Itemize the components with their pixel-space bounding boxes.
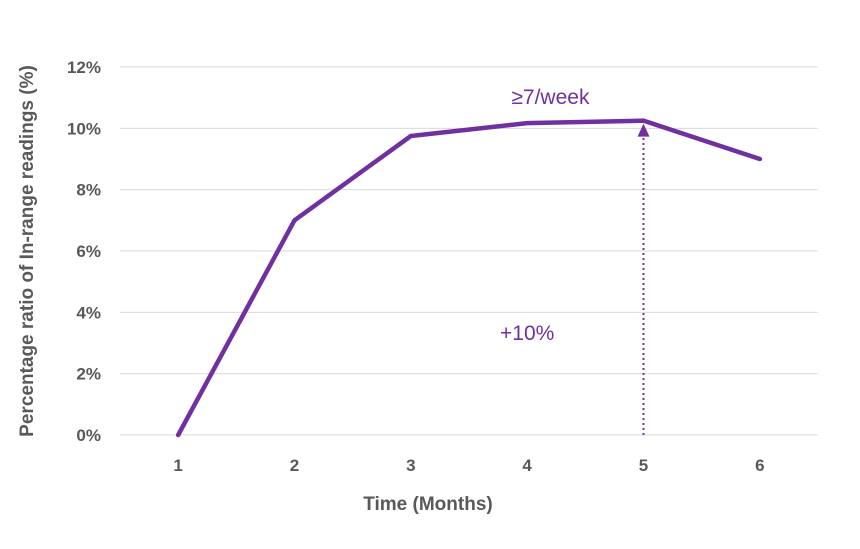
annotations: ≥7/week +10% xyxy=(500,86,590,345)
arrow-group xyxy=(637,123,650,435)
x-tick-label: 5 xyxy=(639,456,648,475)
data-point xyxy=(757,157,762,161)
y-tick-label: 4% xyxy=(76,303,101,322)
series-group xyxy=(175,118,763,438)
data-point xyxy=(292,218,297,223)
arrowhead xyxy=(637,123,650,137)
series-line xyxy=(175,118,763,438)
y-tick-label: 2% xyxy=(76,365,101,384)
annotation-label: +10% xyxy=(500,322,554,345)
y-axis-ticks: 0% 2% 4% 6% 8% 10% 12% xyxy=(67,58,101,445)
y-tick-label: 0% xyxy=(76,426,101,445)
y-tick-label: 12% xyxy=(67,58,101,77)
x-tick-label: 3 xyxy=(406,456,415,475)
x-tick-label: 6 xyxy=(755,456,764,475)
y-axis-title: Percentage ratio of In-range readings (%… xyxy=(17,65,38,437)
x-tick-label: 1 xyxy=(173,456,182,475)
x-axis-title: Time (Months) xyxy=(363,494,492,515)
y-tick-label: 8% xyxy=(76,181,101,200)
annotation-label: ≥7/week xyxy=(511,86,590,109)
y-tick-label: 6% xyxy=(76,242,101,261)
data-point xyxy=(176,433,181,437)
data-point xyxy=(525,121,530,126)
x-tick-label: 2 xyxy=(290,456,299,475)
x-axis-ticks: 1 2 3 4 5 6 xyxy=(173,456,764,475)
gridlines xyxy=(120,66,818,436)
x-tick-label: 4 xyxy=(522,456,532,475)
y-tick-label: 10% xyxy=(67,119,101,138)
data-point xyxy=(408,134,413,138)
data-point xyxy=(641,118,646,123)
